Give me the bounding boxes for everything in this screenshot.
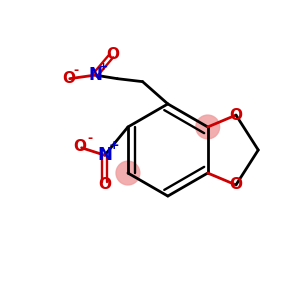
Text: O: O xyxy=(62,71,75,86)
Text: -: - xyxy=(87,132,92,146)
Text: O: O xyxy=(230,108,242,123)
Circle shape xyxy=(196,115,220,139)
Text: O: O xyxy=(98,177,111,192)
Text: -: - xyxy=(73,64,78,77)
Text: O: O xyxy=(106,47,119,62)
Circle shape xyxy=(116,161,140,185)
Text: +: + xyxy=(109,139,120,152)
Text: +: + xyxy=(99,62,108,72)
Text: N: N xyxy=(97,146,112,164)
Text: N: N xyxy=(88,66,102,84)
Text: O: O xyxy=(74,139,87,154)
Text: O: O xyxy=(230,177,242,192)
